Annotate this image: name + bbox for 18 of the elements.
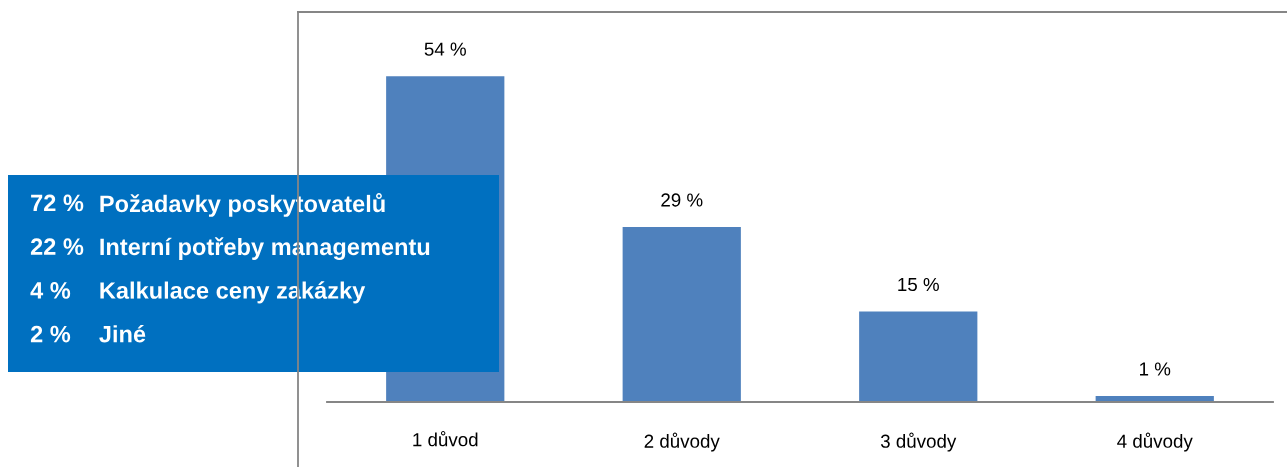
data-label: 15 % bbox=[898, 277, 939, 292]
text: 72 % bbox=[31, 194, 84, 212]
annotation: Interní potřeby managementu bbox=[100, 237, 430, 260]
data-label: 1 % bbox=[1140, 362, 1171, 376]
text: Jiné bbox=[99, 324, 146, 343]
bar bbox=[622, 227, 741, 402]
data-label: 54 % bbox=[424, 42, 466, 56]
annotation: Kalkulace ceny zakázky bbox=[100, 281, 366, 304]
text: 2 % bbox=[30, 325, 71, 343]
x-tick-label: 3 důvody bbox=[880, 432, 957, 452]
text: 4 % bbox=[30, 282, 71, 299]
x-tick-label: 4 důvody bbox=[1117, 432, 1193, 452]
bar bbox=[859, 311, 978, 402]
data-label: 29 % bbox=[661, 193, 703, 207]
text: 22 % bbox=[30, 238, 84, 255]
annotation: Požadavky poskytovatelů bbox=[100, 193, 385, 217]
x-tick-label: 1 důvod bbox=[413, 431, 478, 447]
x-tick-label: 2 důvody bbox=[644, 432, 720, 452]
